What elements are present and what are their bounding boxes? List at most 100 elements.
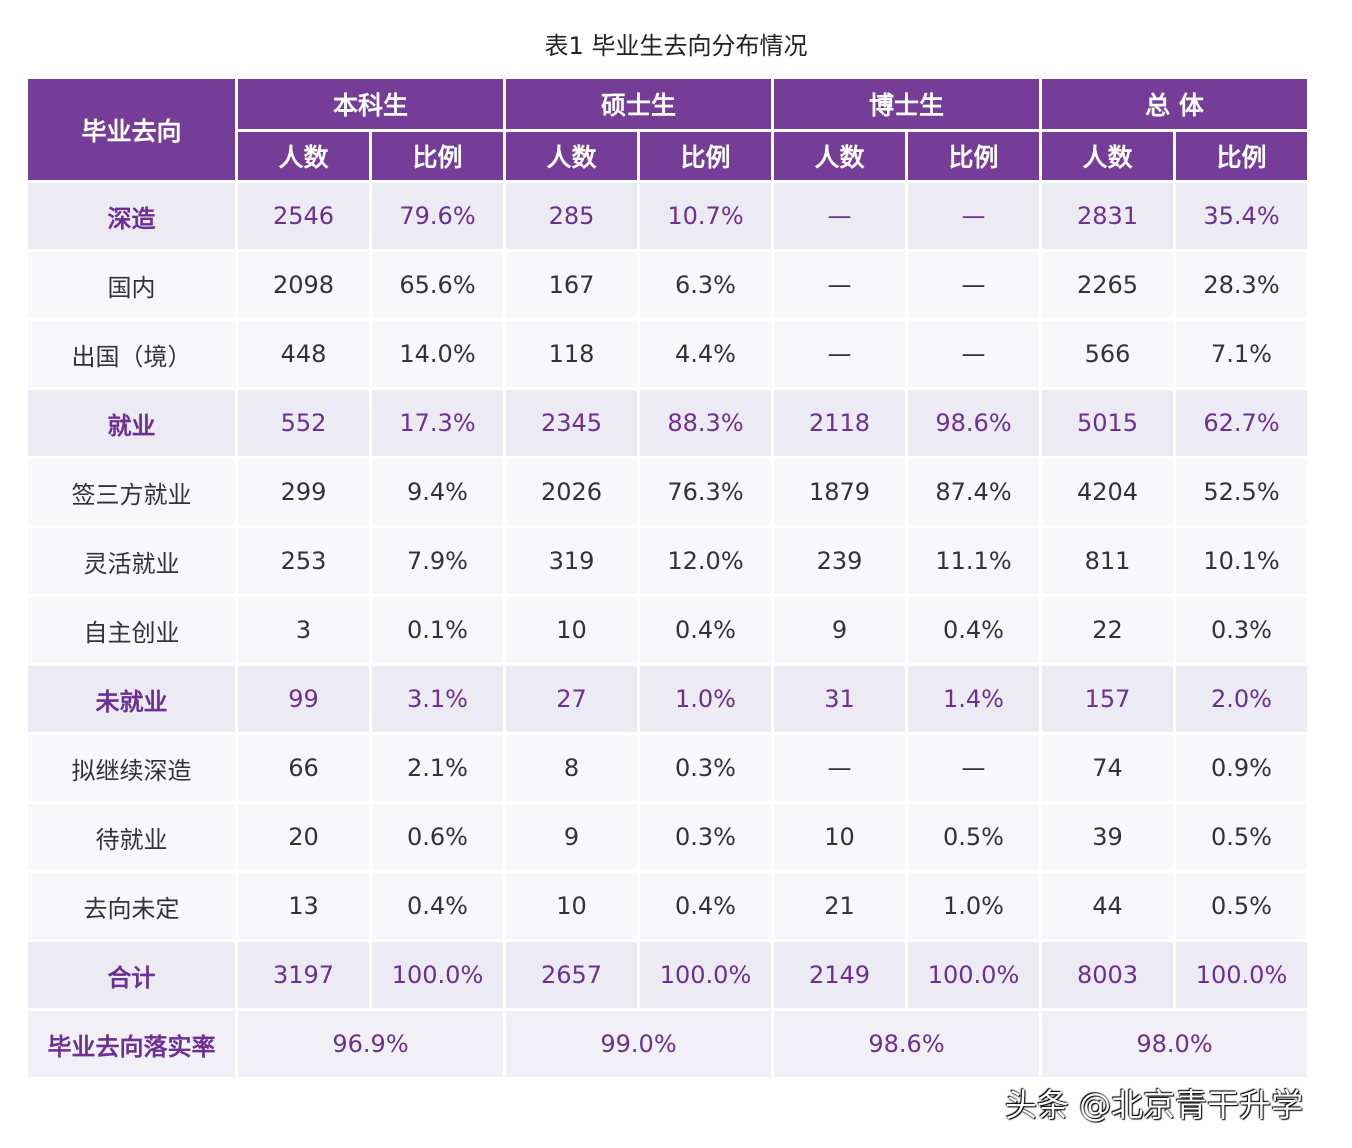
table-cell: 118 bbox=[506, 321, 637, 387]
table-row: 合计 3197 100.0% 2657 100.0% 2149 100.0% 8003 100.… bbox=[28, 942, 1307, 1008]
table-cell: 28.3% bbox=[1176, 252, 1307, 318]
table-cell: 8 bbox=[506, 735, 637, 801]
table-cell: 0.3% bbox=[1176, 597, 1307, 663]
table-row-rate: 毕业去向落实率 96.9% 99.0% 98.6% 98.0% bbox=[28, 1011, 1307, 1077]
table-cell: 3 bbox=[238, 597, 369, 663]
table-cell: — bbox=[774, 735, 905, 801]
table-cell: 2831 bbox=[1042, 183, 1173, 249]
table-cell: 4204 bbox=[1042, 459, 1173, 525]
table-cell: 566 bbox=[1042, 321, 1173, 387]
row-label: 就业 bbox=[28, 390, 235, 456]
table-cell: 39 bbox=[1042, 804, 1173, 870]
table-cell: 14.0% bbox=[372, 321, 503, 387]
table-cell: — bbox=[908, 735, 1039, 801]
row-label: 合计 bbox=[28, 942, 235, 1008]
table-row: 就业 552 17.3% 2345 88.3% 2118 98.6% 5015 62.7% bbox=[28, 390, 1307, 456]
header-group: 硕士生 bbox=[506, 79, 771, 129]
table-cell: 8003 bbox=[1042, 942, 1173, 1008]
table-cell: 0.5% bbox=[1176, 804, 1307, 870]
table-cell: — bbox=[908, 183, 1039, 249]
table-title: 表1 毕业生去向分布情况 bbox=[544, 32, 808, 60]
table-cell: 2.0% bbox=[1176, 666, 1307, 732]
table-cell: 6.3% bbox=[640, 252, 771, 318]
table-cell: 0.9% bbox=[1176, 735, 1307, 801]
table-cell: 10.1% bbox=[1176, 528, 1307, 594]
table-cell: 2.1% bbox=[372, 735, 503, 801]
table-cell: 100.0% bbox=[372, 942, 503, 1008]
table-cell: 35.4% bbox=[1176, 183, 1307, 249]
row-label: 未就业 bbox=[28, 666, 235, 732]
table-cell: 74 bbox=[1042, 735, 1173, 801]
subheader-ratio: 比例 bbox=[640, 132, 771, 180]
subheader-count: 人数 bbox=[506, 132, 637, 180]
table-cell: 2345 bbox=[506, 390, 637, 456]
table-cell: 2026 bbox=[506, 459, 637, 525]
row-label: 出国（境） bbox=[28, 321, 235, 387]
row-label: 国内 bbox=[28, 252, 235, 318]
row-label: 灵活就业 bbox=[28, 528, 235, 594]
rate-cell: 96.9% bbox=[238, 1011, 503, 1077]
table-cell: 0.5% bbox=[908, 804, 1039, 870]
table-cell: 3197 bbox=[238, 942, 369, 1008]
table-row: 深造 2546 79.6% 285 10.7% — —2831 35.4% bbox=[28, 183, 1307, 249]
table-cell: 100.0% bbox=[908, 942, 1039, 1008]
subheader-count: 人数 bbox=[774, 132, 905, 180]
table-cell: 13 bbox=[238, 873, 369, 939]
table-cell: 17.3% bbox=[372, 390, 503, 456]
table-cell: 62.7% bbox=[1176, 390, 1307, 456]
table-row: 出国（境） 448 14.0% 118 4.4% — —566 7.1% bbox=[28, 321, 1307, 387]
table-row: 签三方就业 299 9.4% 2026 76.3% 1879 87.4% 4204 52.5% bbox=[28, 459, 1307, 525]
table-cell: 88.3% bbox=[640, 390, 771, 456]
table-cell: 2149 bbox=[774, 942, 905, 1008]
table-cell: 5015 bbox=[1042, 390, 1173, 456]
subheader-count: 人数 bbox=[1042, 132, 1173, 180]
table-cell: 52.5% bbox=[1176, 459, 1307, 525]
table-cell: 448 bbox=[238, 321, 369, 387]
table-cell: 1.0% bbox=[908, 873, 1039, 939]
table-row: 待就业 20 0.6% 9 0.3% 10 0.5% 39 0.5% bbox=[28, 804, 1307, 870]
table-cell: 1879 bbox=[774, 459, 905, 525]
table-cell: 1.0% bbox=[640, 666, 771, 732]
table-cell: 44 bbox=[1042, 873, 1173, 939]
table-cell: 253 bbox=[238, 528, 369, 594]
table-cell: — bbox=[908, 252, 1039, 318]
row-label: 自主创业 bbox=[28, 597, 235, 663]
watermark: 头条 @北京青干升学 bbox=[1005, 1086, 1304, 1124]
table-cell: 285 bbox=[506, 183, 637, 249]
table-cell: 0.1% bbox=[372, 597, 503, 663]
table-cell: 9 bbox=[774, 597, 905, 663]
table-row: 自主创业 3 0.1% 10 0.4% 9 0.4% 22 0.3% bbox=[28, 597, 1307, 663]
row-label: 毕业去向落实率 bbox=[28, 1011, 235, 1077]
rate-cell: 98.6% bbox=[774, 1011, 1039, 1077]
table-cell: — bbox=[774, 183, 905, 249]
table-cell: 87.4% bbox=[908, 459, 1039, 525]
table-cell: 100.0% bbox=[640, 942, 771, 1008]
table-cell: 319 bbox=[506, 528, 637, 594]
subheader-ratio: 比例 bbox=[908, 132, 1039, 180]
table-cell: 10 bbox=[774, 804, 905, 870]
table-cell: 4.4% bbox=[640, 321, 771, 387]
table-row: 灵活就业 253 7.9% 319 12.0% 239 11.1% 811 10.1% bbox=[28, 528, 1307, 594]
table-cell: 239 bbox=[774, 528, 905, 594]
table-cell: 3.1% bbox=[372, 666, 503, 732]
table-cell: — bbox=[774, 321, 905, 387]
table-cell: 157 bbox=[1042, 666, 1173, 732]
table-cell: 0.4% bbox=[640, 873, 771, 939]
table-cell: 98.6% bbox=[908, 390, 1039, 456]
row-label: 签三方就业 bbox=[28, 459, 235, 525]
table-cell: 20 bbox=[238, 804, 369, 870]
table-cell: 79.6% bbox=[372, 183, 503, 249]
graduate-destination-table: 毕业去向 本科生 硕士生 博士生 总 体 人数 比例 人数 比例 人数 比例 人数 比例 深造… bbox=[25, 76, 1310, 1080]
table-cell: 2118 bbox=[774, 390, 905, 456]
table-cell: 99 bbox=[238, 666, 369, 732]
table-cell: 552 bbox=[238, 390, 369, 456]
table-cell: 0.5% bbox=[1176, 873, 1307, 939]
table-cell: 12.0% bbox=[640, 528, 771, 594]
table-cell: 65.6% bbox=[372, 252, 503, 318]
table-cell: — bbox=[908, 321, 1039, 387]
table-cell: 7.9% bbox=[372, 528, 503, 594]
row-label: 深造 bbox=[28, 183, 235, 249]
table-cell: 299 bbox=[238, 459, 369, 525]
table-cell: 2265 bbox=[1042, 252, 1173, 318]
row-label: 拟继续深造 bbox=[28, 735, 235, 801]
